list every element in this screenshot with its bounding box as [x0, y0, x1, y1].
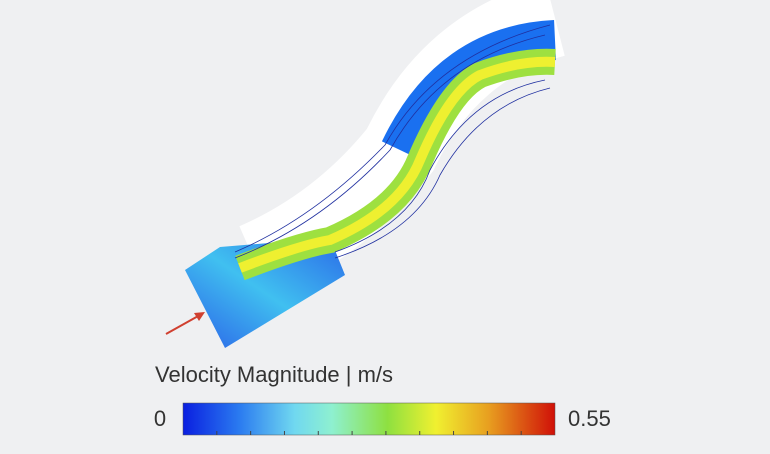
- colorbar: [182, 402, 556, 436]
- inlet-arrow: [165, 314, 201, 335]
- streamline: [334, 87, 551, 259]
- jet-center: [238, 56, 556, 273]
- arrow-head: [194, 312, 205, 321]
- streamline: [234, 24, 551, 253]
- streamline: [334, 79, 546, 253]
- legend-min: 0: [154, 406, 166, 431]
- inlet-flow: [185, 238, 345, 348]
- legend-max: 0.55: [568, 406, 611, 431]
- streamlines: [234, 24, 551, 259]
- streamline: [234, 34, 546, 259]
- legend-title: Velocity Magnitude | m/s: [155, 362, 393, 387]
